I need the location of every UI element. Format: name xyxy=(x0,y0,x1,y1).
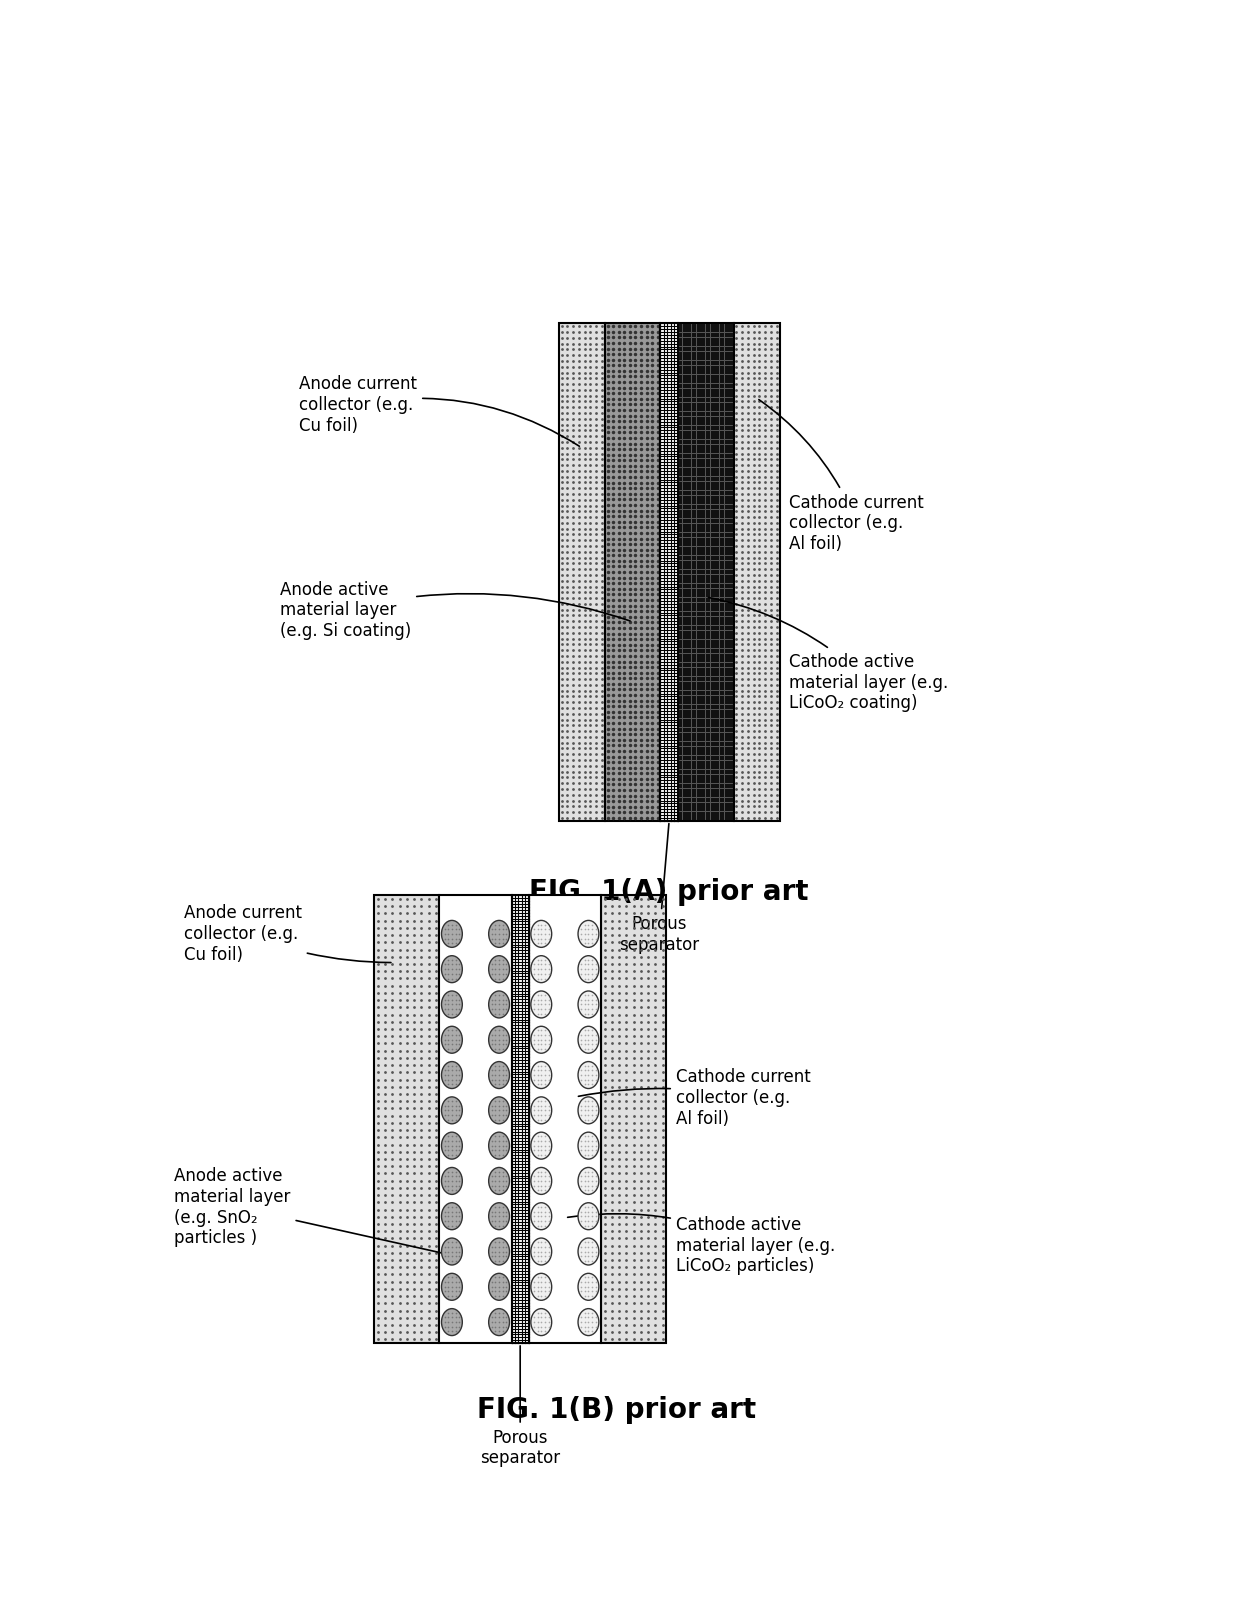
Bar xyxy=(734,324,780,822)
Circle shape xyxy=(441,955,463,983)
Circle shape xyxy=(489,955,510,983)
Bar xyxy=(605,324,661,822)
Circle shape xyxy=(578,1202,599,1230)
Circle shape xyxy=(489,1027,510,1054)
Circle shape xyxy=(489,922,510,947)
Bar xyxy=(374,896,439,1343)
Circle shape xyxy=(578,1133,599,1159)
Bar xyxy=(528,896,601,1343)
Circle shape xyxy=(531,1167,552,1194)
Bar xyxy=(439,896,512,1343)
Circle shape xyxy=(531,1202,552,1230)
Circle shape xyxy=(441,1238,463,1265)
Circle shape xyxy=(531,1309,552,1336)
Circle shape xyxy=(531,1273,552,1301)
Text: Anode active
material layer
(e.g. Si coating): Anode active material layer (e.g. Si coa… xyxy=(280,579,630,639)
Circle shape xyxy=(578,1238,599,1265)
Circle shape xyxy=(489,1202,510,1230)
Circle shape xyxy=(489,991,510,1018)
Circle shape xyxy=(441,1027,463,1054)
Circle shape xyxy=(531,991,552,1018)
Circle shape xyxy=(489,1167,510,1194)
Circle shape xyxy=(441,1309,463,1336)
Circle shape xyxy=(578,1273,599,1301)
Text: Anode active
material layer
(e.g. SnO₂
particles ): Anode active material layer (e.g. SnO₂ p… xyxy=(174,1167,441,1252)
Circle shape xyxy=(441,991,463,1018)
Circle shape xyxy=(441,922,463,947)
Text: FIG. 1(B) prior art: FIG. 1(B) prior art xyxy=(476,1396,756,1424)
Circle shape xyxy=(531,1062,552,1089)
Bar xyxy=(439,896,512,1343)
Circle shape xyxy=(578,955,599,983)
Circle shape xyxy=(578,1062,599,1089)
Bar xyxy=(661,324,678,822)
Text: Porous
separator: Porous separator xyxy=(620,825,699,954)
Circle shape xyxy=(489,1309,510,1336)
Circle shape xyxy=(578,1309,599,1336)
Text: Cathode current
collector (e.g.
Al foil): Cathode current collector (e.g. Al foil) xyxy=(578,1067,811,1127)
Bar xyxy=(512,896,528,1343)
Circle shape xyxy=(531,1098,552,1123)
Text: Anode current
collector (e.g.
Cu foil): Anode current collector (e.g. Cu foil) xyxy=(184,904,391,964)
Circle shape xyxy=(441,1202,463,1230)
Circle shape xyxy=(441,1273,463,1301)
Circle shape xyxy=(578,1167,599,1194)
Circle shape xyxy=(578,922,599,947)
Circle shape xyxy=(441,1167,463,1194)
Text: Cathode active
material layer (e.g.
LiCoO₂ particles): Cathode active material layer (e.g. LiCo… xyxy=(568,1214,835,1275)
Circle shape xyxy=(531,1133,552,1159)
Circle shape xyxy=(578,1098,599,1123)
Bar xyxy=(559,324,605,822)
Circle shape xyxy=(531,922,552,947)
Circle shape xyxy=(578,991,599,1018)
Circle shape xyxy=(531,955,552,983)
Bar xyxy=(528,896,601,1343)
Circle shape xyxy=(489,1062,510,1089)
Text: Cathode current
collector (e.g.
Al foil): Cathode current collector (e.g. Al foil) xyxy=(759,400,924,554)
Circle shape xyxy=(489,1238,510,1265)
Bar xyxy=(678,324,734,822)
Text: Porous
separator: Porous separator xyxy=(480,1346,560,1467)
Bar xyxy=(601,896,666,1343)
Circle shape xyxy=(531,1238,552,1265)
Text: Cathode active
material layer (e.g.
LiCoO₂ coating): Cathode active material layer (e.g. LiCo… xyxy=(708,599,949,712)
Circle shape xyxy=(489,1133,510,1159)
Circle shape xyxy=(489,1098,510,1123)
Text: FIG. 1(A) prior art: FIG. 1(A) prior art xyxy=(529,878,808,905)
Circle shape xyxy=(489,1273,510,1301)
Circle shape xyxy=(531,1027,552,1054)
Circle shape xyxy=(578,1027,599,1054)
Circle shape xyxy=(441,1098,463,1123)
Circle shape xyxy=(441,1133,463,1159)
Circle shape xyxy=(441,1062,463,1089)
Text: Anode current
collector (e.g.
Cu foil): Anode current collector (e.g. Cu foil) xyxy=(299,374,579,447)
